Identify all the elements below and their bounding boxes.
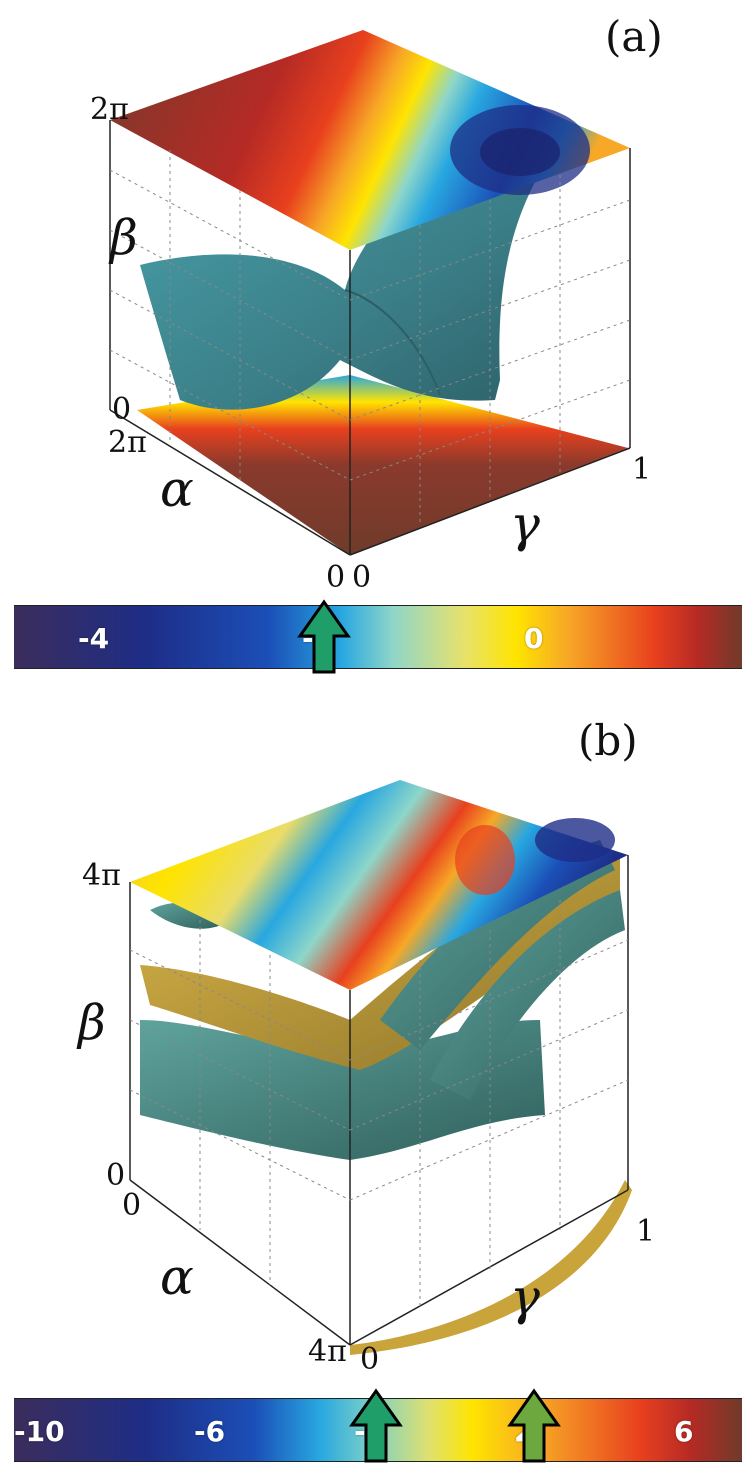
colorbar-a-label-0: -4 bbox=[78, 622, 110, 655]
panel-b-alpha-top-tick: 0 bbox=[122, 1188, 142, 1223]
panel-b-colorbar: -10 -6 -2 2 6 bbox=[14, 1388, 742, 1463]
panel-b-beta-bottom-tick: 0 bbox=[106, 1158, 126, 1193]
panel-b-gamma-label: γ bbox=[510, 1268, 540, 1326]
panel-b-alpha-bottom-tick: 4π bbox=[308, 1334, 347, 1369]
panel-b-alpha-label: α bbox=[160, 1248, 194, 1306]
panel-b-gamma-left-tick: 0 bbox=[360, 1342, 380, 1377]
panel-a-alpha-bottom-tick: 0 bbox=[326, 560, 346, 595]
colorbar-b-label-1: -6 bbox=[194, 1415, 226, 1448]
colorbar-b-label-4: 6 bbox=[674, 1415, 694, 1448]
colorbar-a-arrow-icon bbox=[297, 599, 351, 674]
panel-a-bottom-plane bbox=[137, 375, 628, 555]
panel-b: (b) 4π β 0 0 α 4π 0 γ 1 bbox=[0, 716, 742, 1377]
panel-a-beta-top-tick: 2π bbox=[90, 92, 129, 127]
panel-a-label: (a) bbox=[605, 12, 663, 61]
colorbar-b-label-0: -10 bbox=[14, 1415, 65, 1448]
panel-b-label: (b) bbox=[578, 716, 638, 765]
panel-a-top-plane bbox=[110, 30, 630, 250]
panel-a-alpha-top-tick: 2π bbox=[108, 425, 147, 460]
panel-a-beta-label: β bbox=[110, 210, 138, 266]
panel-b-gridlines bbox=[129, 900, 629, 1310]
panel-b-beta-label: β bbox=[78, 995, 106, 1051]
colorbar-a-label-2: 0 bbox=[524, 622, 544, 655]
panel-a-colorbar: -4 -2 0 bbox=[14, 599, 742, 674]
panel-b-beta-top-tick: 4π bbox=[82, 858, 121, 893]
panel-a-cube-frame bbox=[109, 120, 631, 556]
panel-a-gamma-left-tick: 0 bbox=[352, 560, 372, 595]
colorbar-b-arrow-right-icon bbox=[507, 1388, 561, 1463]
panel-a-gamma-right-tick: 1 bbox=[632, 452, 652, 487]
panel-b-cube-frame bbox=[129, 855, 629, 1346]
panel-a-alpha-label: α bbox=[160, 460, 194, 518]
colorbar-b-arrow-left-icon bbox=[349, 1388, 403, 1463]
panel-a-gridlines bbox=[109, 150, 631, 525]
panel-b-gamma-right-tick: 1 bbox=[636, 1214, 656, 1249]
panel-a: (a) 2π β 0 2π α 0 0 γ 1 bbox=[0, 0, 742, 595]
panel-a-beta-bottom-tick: 0 bbox=[112, 392, 132, 427]
panel-a-plot bbox=[109, 30, 631, 556]
panel-b-plot bbox=[129, 780, 632, 1355]
panel-a-gamma-label: γ bbox=[510, 495, 540, 553]
